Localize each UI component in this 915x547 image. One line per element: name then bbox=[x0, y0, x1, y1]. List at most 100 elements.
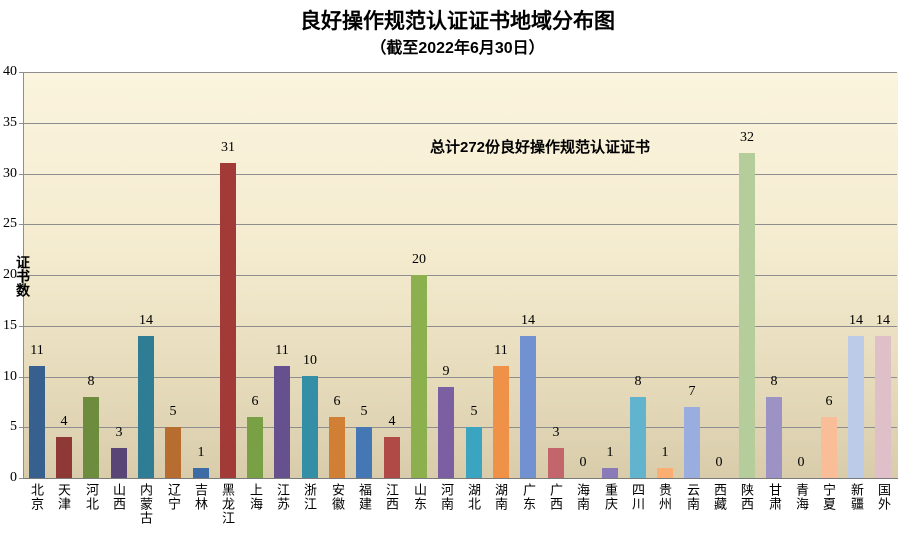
bar-value-label: 4 bbox=[388, 414, 396, 429]
x-category-label: 湖南 bbox=[493, 483, 508, 511]
gridline bbox=[23, 326, 897, 327]
x-category-label: 云南 bbox=[685, 483, 700, 511]
x-category-label: 青海 bbox=[794, 483, 809, 511]
bar-value-label: 3 bbox=[115, 425, 123, 440]
bar bbox=[466, 427, 482, 478]
y-tick-mark bbox=[19, 427, 23, 428]
bar-value-label: 6 bbox=[333, 394, 341, 409]
bar-value-label: 0 bbox=[715, 455, 723, 470]
bar bbox=[83, 397, 99, 478]
x-category-label: 吉林 bbox=[193, 483, 208, 511]
bar-value-label: 5 bbox=[360, 404, 368, 419]
gridline bbox=[23, 72, 897, 73]
x-category-label: 黑龙江 bbox=[220, 483, 235, 525]
bar-value-label: 8 bbox=[634, 374, 642, 389]
bar bbox=[220, 163, 236, 478]
y-tick-mark bbox=[19, 224, 23, 225]
x-category-label: 广东 bbox=[521, 483, 536, 511]
x-category-label: 山东 bbox=[412, 483, 427, 511]
bar bbox=[247, 417, 263, 478]
x-category-label: 甘肃 bbox=[767, 483, 782, 511]
x-category-label: 重庆 bbox=[603, 483, 618, 511]
x-category-label: 陕西 bbox=[739, 483, 754, 511]
y-tick-label: 15 bbox=[3, 318, 17, 333]
bar bbox=[165, 427, 181, 478]
bar-value-label: 31 bbox=[221, 140, 235, 155]
gridline bbox=[23, 427, 897, 428]
bar-value-label: 3 bbox=[552, 425, 560, 440]
x-category-label: 四川 bbox=[630, 483, 645, 511]
y-tick-label: 0 bbox=[10, 470, 17, 485]
bar-value-label: 20 bbox=[412, 252, 426, 267]
bar bbox=[274, 366, 290, 478]
bar bbox=[29, 366, 45, 478]
y-tick-mark bbox=[19, 123, 23, 124]
x-category-label: 国外 bbox=[876, 483, 891, 511]
bar bbox=[657, 468, 673, 478]
y-tick-label: 10 bbox=[3, 369, 17, 384]
x-category-label: 辽宁 bbox=[166, 483, 181, 511]
bar bbox=[438, 387, 454, 478]
bar bbox=[56, 437, 72, 478]
y-tick-label: 40 bbox=[3, 64, 17, 79]
gridline bbox=[23, 174, 897, 175]
x-category-label: 贵州 bbox=[657, 483, 672, 511]
bar bbox=[329, 417, 345, 478]
bar bbox=[766, 397, 782, 478]
y-tick-label: 5 bbox=[10, 419, 17, 434]
y-tick-mark bbox=[19, 377, 23, 378]
bar bbox=[684, 407, 700, 478]
x-category-label: 内蒙古 bbox=[138, 483, 153, 525]
gridline bbox=[23, 275, 897, 276]
bar bbox=[520, 336, 536, 478]
y-tick-label: 30 bbox=[3, 166, 17, 181]
x-category-label: 宁夏 bbox=[821, 483, 836, 511]
x-category-label: 新疆 bbox=[849, 483, 864, 511]
bar-value-label: 5 bbox=[470, 404, 478, 419]
x-category-label: 天津 bbox=[56, 483, 71, 511]
bar-value-label: 32 bbox=[740, 130, 754, 145]
x-category-label: 上海 bbox=[248, 483, 263, 511]
bar-value-label: 4 bbox=[60, 414, 68, 429]
y-tick-mark bbox=[19, 174, 23, 175]
bar bbox=[302, 376, 318, 478]
bar-value-label: 14 bbox=[521, 313, 535, 328]
bar-value-label: 9 bbox=[442, 364, 450, 379]
bar-value-label: 1 bbox=[661, 445, 669, 460]
total-annotation: 总计272份良好操作规范认证证书 bbox=[430, 139, 651, 156]
x-category-label: 湖北 bbox=[466, 483, 481, 511]
y-tick-mark bbox=[19, 275, 23, 276]
x-category-label: 海南 bbox=[575, 483, 590, 511]
y-tick-mark bbox=[19, 326, 23, 327]
bar bbox=[875, 336, 891, 478]
x-category-label: 江苏 bbox=[275, 483, 290, 511]
bar bbox=[602, 468, 618, 478]
gridline bbox=[23, 123, 897, 124]
bar-value-label: 1 bbox=[606, 445, 614, 460]
gridline bbox=[23, 224, 897, 225]
bar-value-label: 0 bbox=[579, 455, 587, 470]
bar-value-label: 11 bbox=[494, 343, 508, 358]
bar bbox=[739, 153, 755, 478]
x-category-label: 北京 bbox=[29, 483, 44, 511]
bar-value-label: 8 bbox=[770, 374, 778, 389]
y-tick-label: 35 bbox=[3, 115, 17, 130]
y-tick-label: 25 bbox=[3, 216, 17, 231]
y-tick-mark bbox=[19, 478, 23, 479]
bar bbox=[384, 437, 400, 478]
bar bbox=[630, 397, 646, 478]
bar bbox=[821, 417, 837, 478]
y-tick-mark bbox=[19, 72, 23, 73]
x-category-label: 山西 bbox=[111, 483, 126, 511]
bar bbox=[193, 468, 209, 478]
x-category-label: 安徽 bbox=[330, 483, 345, 511]
x-category-label: 福建 bbox=[357, 483, 372, 511]
bar-value-label: 1 bbox=[197, 445, 205, 460]
x-category-label: 西藏 bbox=[712, 483, 727, 511]
bar-value-label: 6 bbox=[825, 394, 833, 409]
y-tick-label: 20 bbox=[3, 267, 17, 282]
chart-subtitle: （截至2022年6月30日） bbox=[370, 40, 545, 57]
x-category-label: 河南 bbox=[439, 483, 454, 511]
bar bbox=[111, 448, 127, 478]
